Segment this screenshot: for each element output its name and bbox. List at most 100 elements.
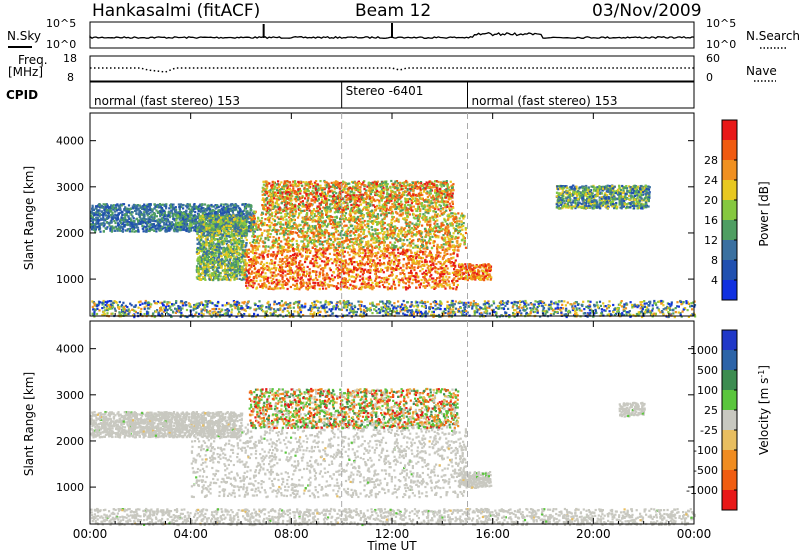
- scatter-cell: [375, 269, 378, 272]
- scatter-cell: [159, 218, 162, 222]
- scatter-cell: [421, 260, 424, 263]
- scatter-cell: [368, 251, 371, 254]
- scatter-cell: [282, 287, 285, 290]
- scatter-cell: [157, 224, 160, 227]
- scatter-cell: [351, 257, 354, 260]
- scatter-cell: [452, 282, 456, 285]
- scatter-cell: [332, 219, 335, 222]
- scatter-cell: [246, 286, 249, 290]
- scatter-cell: [443, 210, 446, 214]
- scatter-cell: [348, 278, 351, 281]
- scatter-cell: [410, 274, 413, 277]
- scatter-cell: [382, 212, 385, 215]
- scatter-cell: [288, 264, 291, 267]
- scatter-cell: [238, 221, 241, 224]
- scatter-cell: [295, 284, 299, 287]
- scatter-cell: [241, 219, 244, 223]
- noise-panel-frame: [89, 21, 695, 49]
- scatter-cell: [167, 229, 170, 232]
- scatter-cell: [388, 274, 391, 278]
- scatter-cell: [161, 225, 164, 228]
- scatter-cell: [246, 220, 249, 223]
- scatter-cell: [392, 282, 395, 286]
- scatter-cell: [279, 287, 282, 290]
- scatter-cell: [322, 251, 325, 254]
- scatter-cell: [165, 214, 168, 217]
- scatter-cell: [245, 248, 249, 252]
- scatter-cell: [303, 238, 306, 241]
- scatter-cell: [242, 218, 245, 221]
- scatter-cell: [213, 238, 216, 241]
- scatter-cell: [322, 255, 325, 258]
- scatter-cell: [297, 267, 300, 270]
- scatter-cell: [196, 271, 199, 274]
- scatter-cell: [201, 212, 205, 215]
- scatter-cell: [401, 213, 404, 216]
- scatter-cell: [108, 224, 111, 227]
- freq-panel: Freq. [MHz] 18 8 60 0 Nave: [8, 52, 777, 84]
- scatter-cell: [148, 218, 151, 221]
- scatter-cell: [245, 284, 248, 287]
- scatter-cell: [417, 253, 420, 257]
- scatter-cell: [415, 252, 418, 255]
- scatter-cell: [229, 215, 232, 218]
- scatter-cell: [335, 261, 338, 264]
- scatter-cell: [96, 209, 99, 212]
- scatter-cell: [323, 278, 326, 282]
- scatter-cell: [430, 268, 433, 271]
- scatter-cell: [104, 227, 107, 230]
- scatter-cell: [328, 259, 331, 262]
- scatter-cell: [204, 262, 207, 265]
- scatter-cell: [388, 256, 391, 259]
- scatter-cell: [428, 252, 431, 255]
- scatter-cell: [391, 268, 394, 271]
- scatter-cell: [362, 249, 365, 252]
- scatter-cell: [342, 269, 345, 272]
- scatter-cell: [393, 260, 396, 264]
- scatter-cell: [197, 272, 200, 275]
- scatter-cell: [384, 266, 387, 269]
- scatter-cell: [141, 217, 144, 220]
- scatter-cell: [96, 210, 99, 214]
- scatter-cell: [211, 242, 214, 245]
- scatter-cell: [251, 286, 255, 289]
- scatter-cell: [211, 205, 214, 208]
- scatter-cell: [375, 275, 378, 278]
- scatter-cell: [100, 223, 103, 226]
- scatter-cell: [90, 226, 93, 229]
- scatter-cell: [272, 254, 275, 257]
- scatter-cell: [154, 227, 157, 230]
- scatter-cell: [315, 273, 318, 276]
- scatter-cell: [306, 283, 309, 286]
- scatter-cell: [245, 227, 249, 230]
- scatter-cell: [248, 260, 251, 264]
- scatter-cell: [351, 275, 354, 278]
- scatter-cell: [296, 216, 300, 219]
- scatter-cell: [197, 269, 200, 272]
- scatter-cell: [108, 221, 111, 224]
- scatter-cell: [372, 236, 375, 239]
- scatter-cell: [235, 277, 238, 280]
- scatter-cell: [142, 218, 145, 222]
- scatter-cell: [194, 218, 197, 221]
- scatter-cell: [397, 254, 400, 257]
- scatter-cell: [223, 220, 226, 223]
- scatter-cell: [284, 282, 287, 285]
- scatter-cell: [234, 258, 238, 261]
- scatter-cell: [251, 270, 254, 273]
- scatter-cell: [441, 279, 444, 282]
- scatter-cell: [451, 212, 454, 215]
- scatter-cell: [309, 277, 312, 280]
- scatter-cell: [245, 223, 248, 226]
- scatter-cell: [238, 252, 241, 255]
- scatter-cell: [254, 267, 257, 270]
- scatter-cell: [208, 208, 211, 211]
- scatter-cell: [437, 254, 440, 257]
- scatter-cell: [213, 228, 216, 232]
- scatter-cell: [285, 254, 289, 257]
- scatter-cell: [260, 285, 263, 288]
- scatter-cell: [211, 274, 214, 277]
- scatter-cell: [231, 271, 234, 274]
- scatter-cell: [422, 281, 425, 284]
- scatter-cell: [323, 276, 326, 279]
